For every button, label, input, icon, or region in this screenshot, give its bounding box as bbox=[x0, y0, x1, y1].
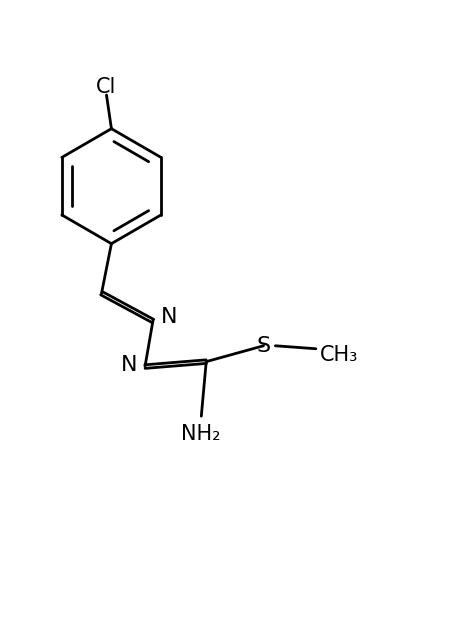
Text: NH₂: NH₂ bbox=[181, 424, 221, 444]
Text: S: S bbox=[256, 336, 270, 356]
Text: N: N bbox=[121, 355, 137, 374]
Text: N: N bbox=[161, 307, 177, 327]
Text: Cl: Cl bbox=[96, 77, 117, 97]
Text: CH₃: CH₃ bbox=[320, 345, 358, 365]
